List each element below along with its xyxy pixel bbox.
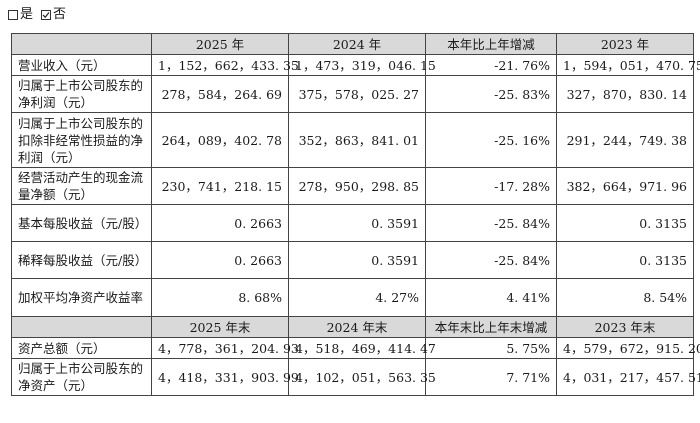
value-2024: 375，578，025. 27 — [288, 75, 426, 113]
value-2023: 4，031，217，457. 51 — [556, 358, 700, 396]
header-cell — [11, 316, 152, 338]
value-change: -17. 28% — [425, 167, 557, 205]
table-row-revenue: 营业收入（元） 1，152，662，433. 35 1，473，319，046.… — [11, 54, 700, 76]
value-2024: 1，473，319，046. 15 — [288, 54, 436, 76]
header-cell-change-end: 本年末比上年末增减 — [425, 316, 557, 338]
value-2025: 1，152，662，433. 35 — [151, 54, 299, 76]
value-2025: 0. 2663 — [151, 241, 289, 279]
row-label: 稀释每股收益（元/股） — [11, 241, 152, 279]
value-2023: 1，594，051，470. 75 — [556, 54, 700, 76]
value-change: -21. 76% — [425, 54, 557, 76]
value-2023: 8. 54% — [556, 278, 694, 317]
row-label: 基本每股收益（元/股） — [11, 204, 152, 242]
row-label: 归属于上市公司股东的扣除非经常性损益的净利润（元） — [11, 112, 152, 168]
table-row-basic-eps: 基本每股收益（元/股） 0. 2663 0. 3591 -25. 84% 0. … — [11, 204, 694, 242]
table-header-row: 2025 年 2024 年 本年比上年增减 2023 年 — [11, 33, 694, 55]
header-cell-2024-end: 2024 年末 — [288, 316, 426, 338]
value-change: -25. 83% — [425, 75, 557, 113]
value-2023: 327，870，830. 14 — [556, 75, 694, 113]
row-label: 归属于上市公司股东的净资产（元） — [11, 358, 152, 396]
option-yes-label: 是 — [20, 7, 34, 22]
value-2023: 0. 3135 — [556, 204, 694, 242]
value-change: 7. 71% — [425, 358, 557, 396]
financial-data-table: 2025 年 2024 年 本年比上年增减 2023 年 营业收入（元） 1，1… — [11, 33, 700, 396]
row-label: 营业收入（元） — [11, 54, 152, 76]
header-cell — [11, 33, 152, 55]
value-2023: 4，579，672，915. 20 — [556, 337, 700, 359]
table-header-row-year-end: 2025 年末 2024 年末 本年末比上年末增减 2023 年末 — [11, 316, 694, 338]
value-2024: 278，950，298. 85 — [288, 167, 426, 205]
value-2025: 4，418，331，903. 99 — [151, 358, 299, 396]
option-no-label: 否 — [53, 7, 67, 22]
value-2023: 0. 3135 — [556, 241, 694, 279]
value-2023: 382，664，971. 96 — [556, 167, 694, 205]
table-row-total-assets: 资产总额（元） 4，778，361，204. 93 4，518，469，414.… — [11, 337, 700, 359]
value-2025: 0. 2663 — [151, 204, 289, 242]
option-yes[interactable]: 是 — [8, 6, 33, 24]
table-row-roe: 加权平均净资产收益率 8. 68% 4. 27% 4. 41% 8. 54% — [11, 278, 694, 317]
value-change: -25. 84% — [425, 241, 557, 279]
value-2025: 4，778，361，204. 93 — [151, 337, 299, 359]
header-cell-2023-end: 2023 年末 — [556, 316, 694, 338]
value-2024: 0. 3591 — [288, 204, 426, 242]
value-change: -25. 84% — [425, 204, 557, 242]
value-2024: 4，102，051，563. 35 — [288, 358, 436, 396]
option-checkboxes: 是 否 — [8, 6, 74, 24]
header-cell-2023: 2023 年 — [556, 33, 694, 55]
table-row-net-profit: 归属于上市公司股东的净利润（元） 278，584，264. 69 375，578… — [11, 75, 694, 113]
table-row-net-profit-excl: 归属于上市公司股东的扣除非经常性损益的净利润（元） 264，089，402. 7… — [11, 112, 694, 168]
value-2025: 8. 68% — [151, 278, 289, 317]
row-label: 资产总额（元） — [11, 337, 152, 359]
value-2024: 0. 3591 — [288, 241, 426, 279]
checkbox-unchecked-icon[interactable] — [8, 10, 18, 20]
header-cell-2024: 2024 年 — [288, 33, 426, 55]
value-change: -25. 16% — [425, 112, 557, 168]
value-2024: 4. 27% — [288, 278, 426, 317]
value-change: 5. 75% — [425, 337, 557, 359]
header-cell-2025-end: 2025 年末 — [151, 316, 289, 338]
row-label: 经营活动产生的现金流量净额（元） — [11, 167, 152, 205]
row-label: 归属于上市公司股东的净利润（元） — [11, 75, 152, 113]
table-row-diluted-eps: 稀释每股收益（元/股） 0. 2663 0. 3591 -25. 84% 0. … — [11, 241, 694, 279]
value-2025: 278，584，264. 69 — [151, 75, 289, 113]
table-row-operating-cashflow: 经营活动产生的现金流量净额（元） 230，741，218. 15 278，950… — [11, 167, 694, 205]
value-2024: 4，518，469，414. 47 — [288, 337, 436, 359]
header-cell-2025: 2025 年 — [151, 33, 289, 55]
option-no[interactable]: 否 — [41, 6, 66, 24]
header-cell-change: 本年比上年增减 — [425, 33, 557, 55]
value-2025: 264，089，402. 78 — [151, 112, 289, 168]
checkbox-checked-icon[interactable] — [41, 10, 52, 20]
row-label: 加权平均净资产收益率 — [11, 278, 152, 317]
value-change: 4. 41% — [425, 278, 557, 317]
table-row-net-assets: 归属于上市公司股东的净资产（元） 4，418，331，903. 99 4，102… — [11, 358, 700, 396]
value-2023: 291，244，749. 38 — [556, 112, 694, 168]
value-2025: 230，741，218. 15 — [151, 167, 289, 205]
value-2024: 352，863，841. 01 — [288, 112, 426, 168]
